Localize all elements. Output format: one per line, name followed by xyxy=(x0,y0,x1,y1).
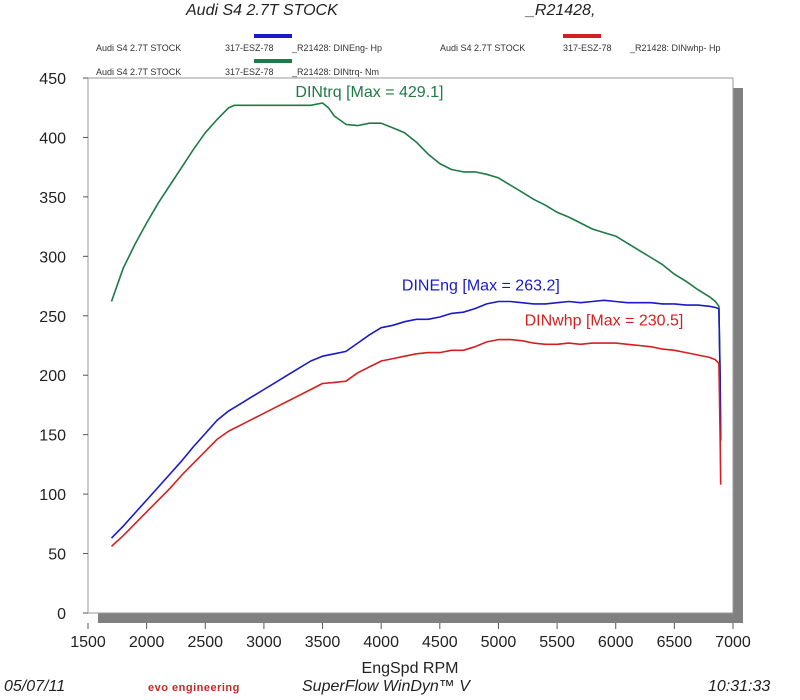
footer-time: 10:31:33 xyxy=(708,678,771,695)
y-tick-label: 0 xyxy=(57,606,66,623)
chart-header-title: Audi S4 2.7T STOCK xyxy=(186,2,338,19)
x-axis: 1500 2000 2500 3000 3500 4000 4500 5000 5500 6000… xyxy=(70,623,751,651)
legend-dintrq-run: _R21428: DINtrq- Nm xyxy=(292,67,380,77)
legend-dinwhp-run: _R21428: DINwhp- Hp xyxy=(630,43,721,53)
x-tick-label: 3500 xyxy=(305,634,341,651)
y-tick-label: 150 xyxy=(39,428,66,445)
x-tick-label: 5000 xyxy=(481,634,517,651)
frame-shadow-bottom xyxy=(98,613,743,623)
x-tick-label: 2000 xyxy=(129,634,165,651)
legend-dineng-plate: 317-ESZ-78 xyxy=(225,43,274,53)
series-line-dinwhp xyxy=(110,338,722,547)
footer-date: 05/07/11 xyxy=(4,678,66,695)
x-tick-label: 3000 xyxy=(246,634,282,651)
legend-swatch-dineng xyxy=(254,34,292,38)
y-tick-label: 450 xyxy=(39,71,66,88)
x-tick-label: 6000 xyxy=(598,634,634,651)
x-axis-label: EngSpd RPM xyxy=(362,660,459,677)
series-line-dineng xyxy=(110,299,722,539)
series-layer xyxy=(110,102,722,547)
x-tick-label: 7000 xyxy=(715,634,751,651)
frame-shadow-right xyxy=(733,88,743,623)
y-tick-label: 250 xyxy=(39,309,66,326)
series-label-dinwhp: DINwhp [Max = 230.5] xyxy=(525,313,684,330)
y-tick-label: 200 xyxy=(39,368,66,385)
y-tick-label: 350 xyxy=(39,190,66,207)
legend-swatch-dinwhp xyxy=(563,34,601,38)
footer-software: SuperFlow WinDyn™ V xyxy=(302,678,470,695)
legend-dintrq-plate: 317-ESZ-78 xyxy=(225,67,274,77)
y-tick-label: 100 xyxy=(39,487,66,504)
legend-dineng-run: _R21428: DINEng- Hp xyxy=(292,43,383,53)
legend-swatch-dintrq xyxy=(254,59,292,63)
series-label-dineng: DINEng [Max = 263.2] xyxy=(402,277,560,294)
x-tick-label: 4000 xyxy=(363,634,399,651)
y-tick-label: 300 xyxy=(39,249,66,266)
footer-brand: evo engineering xyxy=(148,682,240,694)
legend-dineng-vehicle: Audi S4 2.7T STOCK xyxy=(96,43,182,53)
plot-area xyxy=(87,77,734,614)
legend-dintrq-vehicle: Audi S4 2.7T STOCK xyxy=(96,67,182,77)
x-tick-label: 5500 xyxy=(539,634,575,651)
x-tick-label: 4500 xyxy=(422,634,458,651)
x-tick-label: 1500 xyxy=(70,634,106,651)
series-line-dintrq xyxy=(110,102,722,441)
chart-header-run: _R21428, xyxy=(526,2,596,19)
series-label-dintrq: DINtrq [Max = 429.1] xyxy=(295,84,443,101)
y-axis: 0 50 100 150 200 250 300 350 400 450 xyxy=(39,71,88,623)
x-tick-label: 2500 xyxy=(187,634,223,651)
x-tick-label: 6500 xyxy=(657,634,693,651)
legend-dinwhp-plate: 317-ESZ-78 xyxy=(563,43,612,53)
y-tick-label: 50 xyxy=(48,547,66,564)
y-tick-label: 400 xyxy=(39,130,66,147)
series-labels: DINtrq [Max = 429.1] DINEng [Max = 263.2]… xyxy=(295,84,683,330)
legend-dinwhp-vehicle: Audi S4 2.7T STOCK xyxy=(440,43,526,53)
